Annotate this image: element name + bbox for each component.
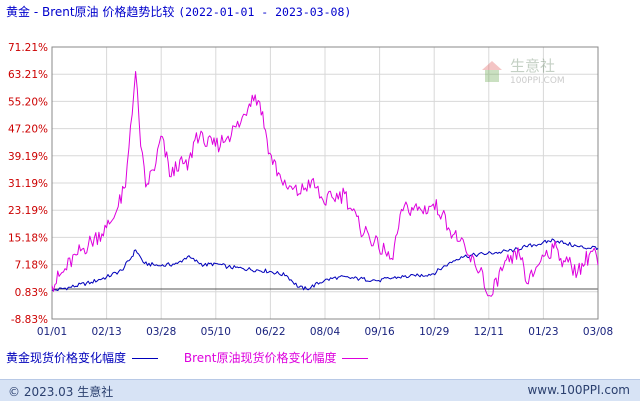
watermark-url: 100PPI.COM (510, 76, 565, 86)
x-tick-label: 02/13 (91, 326, 121, 338)
y-tick-label: 7.18% (15, 260, 48, 272)
chart-legend: 黄金现货价格变化幅度 Brent原油现货价格变化幅度 (6, 350, 390, 366)
y-tick-label: 47.20% (8, 124, 48, 136)
chart-title-date-range: (2022-01-01 - 2023-03-08) (178, 5, 352, 19)
x-tick-label: 01/01 (37, 326, 67, 338)
legend-swatch-brent (342, 357, 369, 359)
footer-bar: © 2023.03 生意社 www.100PPI.com (0, 379, 640, 401)
x-tick-label: 05/10 (201, 326, 231, 338)
y-tick-label: 0.83% (15, 287, 48, 299)
y-tick-label: 71.21% (8, 42, 48, 54)
x-tick-label: 03/08 (583, 326, 613, 338)
series-line-gold (51, 238, 599, 292)
y-tick-label: 15.18% (8, 232, 48, 244)
y-tick-label: 63.21% (8, 69, 48, 81)
x-tick-label: 12/11 (474, 326, 504, 338)
series-line-brent (51, 71, 599, 297)
price-trend-chart: 71.21% 63.21% 55.20% 47.20% 39.19% 31.19% 23.1… (8, 42, 613, 338)
watermark-logo: 生意社 100PPI.COM (482, 57, 565, 86)
x-tick-label: 03/28 (146, 326, 176, 338)
plot-border (51, 46, 599, 320)
y-tick-label: 55.20% (8, 96, 48, 108)
chart-title: 黄金 - Brent原油 价格趋势比较 (2022-01-01 - 2023-0… (6, 3, 351, 20)
x-tick-label: 08/04 (310, 326, 341, 338)
legend-item-brent: Brent原油现货价格变化幅度 (184, 350, 369, 366)
legend-item-gold: 黄金现货价格变化幅度 (6, 350, 159, 366)
x-tick-label: 09/16 (364, 326, 395, 338)
watermark-roof-shape (482, 61, 502, 70)
chart-title-main: 黄金 - Brent原油 价格趋势比较 (6, 5, 175, 19)
y-tick-label: 23.19% (8, 205, 48, 217)
legend-label-gold: 黄金现货价格变化幅度 (6, 351, 127, 365)
footer-copyright: © 2023.03 生意社 (8, 385, 114, 399)
x-tick-label: 06/22 (255, 326, 285, 338)
y-tick-label: 39.19% (8, 151, 48, 163)
watermark-house-shape (485, 70, 499, 82)
y-tick-label: -8.83% (11, 314, 48, 326)
legend-label-brent: Brent原油现货价格变化幅度 (183, 351, 337, 365)
watermark-name: 生意社 (510, 57, 555, 75)
x-tick-label: 01/23 (528, 326, 558, 338)
footer-url-link[interactable]: www.100PPI.com (527, 383, 630, 397)
x-tick-label: 10/29 (419, 326, 449, 338)
y-tick-label: 31.19% (8, 178, 48, 190)
legend-swatch-gold (132, 357, 159, 359)
